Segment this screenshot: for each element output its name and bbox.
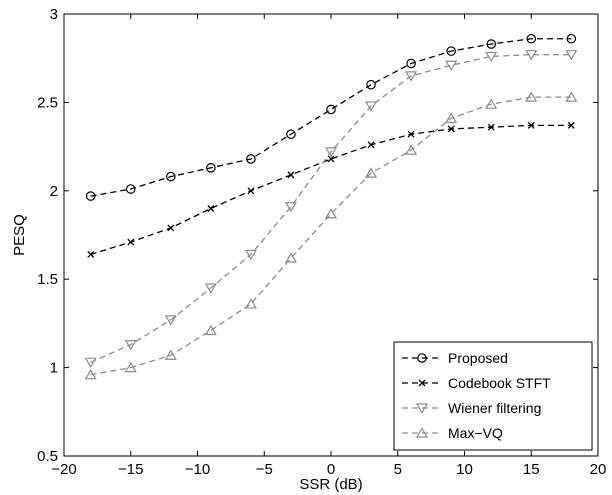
data-point	[326, 104, 336, 115]
series-layer	[84, 33, 578, 380]
data-point	[124, 361, 137, 373]
y-tick-label: 2.5	[37, 94, 58, 111]
legend-marker	[415, 403, 429, 414]
data-point	[327, 155, 335, 163]
x-tick-label: 5	[394, 461, 402, 478]
data-point	[166, 171, 176, 182]
data-point	[445, 60, 458, 71]
x-tick-label: −15	[118, 461, 143, 478]
legend-label: Wiener filtering	[448, 400, 541, 416]
data-point	[324, 208, 338, 219]
legend-label: Proposed	[448, 350, 508, 366]
data-point	[84, 357, 97, 368]
y-tick-label: 0.5	[37, 448, 58, 465]
data-point	[287, 171, 295, 179]
legend-box	[393, 341, 593, 451]
y-tick-label: 2	[50, 183, 58, 200]
legend-entry: Wiener filtering	[402, 400, 541, 416]
data-point	[407, 130, 415, 138]
data-point	[87, 250, 95, 258]
data-point	[284, 252, 297, 263]
data-point	[485, 98, 498, 109]
x-tick-label: −20	[51, 461, 76, 478]
data-point	[525, 50, 538, 61]
data-point	[286, 129, 296, 140]
data-point	[445, 112, 458, 123]
data-point	[365, 167, 378, 178]
data-point	[367, 141, 375, 149]
data-point	[526, 33, 537, 44]
series-0	[85, 33, 577, 201]
y-tick-label: 3	[50, 6, 58, 23]
series-line	[90, 96, 572, 376]
data-point	[405, 71, 418, 82]
data-point	[206, 163, 216, 173]
data-point	[527, 121, 535, 129]
axis-ticks: −20 −15 −10 −5 0 5 10 15 20 0.5 1 1.5 2 2.5 3	[37, 6, 606, 478]
data-point	[525, 91, 538, 102]
series-line	[90, 54, 572, 363]
legend-entry: Max−VQ	[402, 425, 503, 441]
x-axis-title: SSR (dB)	[299, 476, 362, 493]
data-point	[486, 39, 496, 49]
data-point	[487, 123, 495, 131]
y-tick-label: 1.5	[37, 271, 58, 288]
legend-marker	[417, 353, 427, 363]
x-tick-label: 15	[523, 461, 540, 478]
data-point	[447, 125, 455, 133]
legend-entry: Proposed	[402, 350, 508, 366]
data-point	[244, 298, 257, 309]
data-point	[406, 58, 416, 69]
data-point	[365, 101, 378, 112]
data-point	[565, 50, 578, 61]
data-point	[485, 51, 498, 63]
x-tick-label: 10	[456, 461, 473, 478]
series-2	[84, 50, 578, 368]
x-tick-label: 20	[590, 461, 607, 478]
legend: Proposed Codebook STFT Wiener filtering Max…	[393, 341, 593, 451]
data-point	[127, 238, 135, 246]
data-point	[405, 144, 418, 155]
data-point	[84, 368, 97, 380]
data-point	[446, 46, 456, 56]
data-point	[246, 154, 256, 164]
legend-label: Codebook STFT	[448, 375, 551, 391]
data-point	[284, 202, 297, 213]
data-point	[167, 224, 175, 232]
y-axis-title: PESQ	[11, 214, 28, 256]
data-point	[244, 249, 257, 261]
data-point	[204, 324, 217, 336]
series-1	[87, 121, 575, 258]
data-point	[566, 33, 577, 44]
data-point	[324, 147, 338, 158]
x-tick-label: 0	[327, 461, 335, 478]
data-point	[366, 79, 376, 90]
legend-marker	[418, 379, 426, 387]
legend-label: Max−VQ	[448, 425, 503, 441]
x-tick-label: −5	[256, 461, 273, 478]
data-point	[164, 315, 177, 326]
data-point	[207, 205, 215, 212]
data-point	[567, 121, 575, 129]
legend-entry: Codebook STFT	[402, 375, 551, 391]
data-point	[124, 340, 137, 351]
data-point	[125, 184, 136, 194]
legend-marker	[415, 427, 429, 438]
series-line	[90, 38, 572, 197]
series-3	[84, 91, 578, 380]
data-point	[204, 283, 217, 294]
data-point	[565, 91, 578, 102]
x-tick-label: −10	[185, 461, 210, 478]
data-point	[164, 349, 177, 360]
data-point	[247, 187, 255, 195]
data-point	[85, 191, 96, 201]
y-tick-label: 1	[50, 360, 58, 377]
